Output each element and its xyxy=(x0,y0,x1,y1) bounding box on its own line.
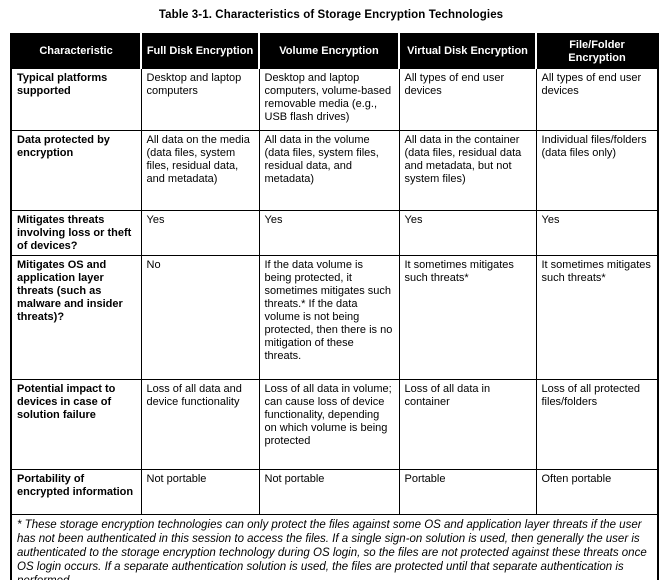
table-cell: Loss of all protected files/folders xyxy=(535,379,659,470)
footnote-row: * These storage encryption technologies … xyxy=(10,514,659,580)
table-cell: Loss of all data in container xyxy=(398,379,537,470)
column-header-characteristic: Characteristic xyxy=(10,33,142,69)
table-cell: Individual files/folders (data files onl… xyxy=(535,130,659,211)
table-cell: Yes xyxy=(140,210,260,256)
table-cell: Yes xyxy=(398,210,537,256)
table-cell: All types of end user devices xyxy=(398,68,537,131)
column-header-file-folder-encryption: File/Folder Encryption xyxy=(535,33,659,69)
table-row-impact-failure: Potential impact to devices in case of s… xyxy=(10,379,659,470)
column-header-full-disk-encryption: Full Disk Encryption xyxy=(140,33,260,69)
row-label-loss-theft: Mitigates threats involving loss or thef… xyxy=(10,210,142,256)
table-cell: Desktop and laptop computers xyxy=(140,68,260,131)
table-row-loss-theft: Mitigates threats involving loss or thef… xyxy=(10,210,659,256)
column-header-volume-encryption: Volume Encryption xyxy=(258,33,400,69)
table-row-portability: Portability of encrypted information Not… xyxy=(10,469,659,515)
table-cell: It sometimes mitigates such threats* xyxy=(535,255,659,380)
column-header-virtual-disk-encryption: Virtual Disk Encryption xyxy=(398,33,537,69)
table-cell: Portable xyxy=(398,469,537,515)
table-cell: Loss of all data and device functionalit… xyxy=(140,379,260,470)
table-cell: Yes xyxy=(535,210,659,256)
table-row-os-threats: Mitigates OS and application layer threa… xyxy=(10,255,659,380)
table-cell: Often portable xyxy=(535,469,659,515)
table-row-data-protected: Data protected by encryption All data on… xyxy=(10,130,659,211)
table-cell: It sometimes mitigates such threats* xyxy=(398,255,537,380)
table-cell: Not portable xyxy=(258,469,400,515)
table-row-platforms: Typical platforms supported Desktop and … xyxy=(10,68,659,131)
table-cell: Yes xyxy=(258,210,400,256)
table-cell: No xyxy=(140,255,260,380)
row-label-data-protected: Data protected by encryption xyxy=(10,130,142,211)
row-label-impact-failure: Potential impact to devices in case of s… xyxy=(10,379,142,470)
table-footnote: * These storage encryption technologies … xyxy=(10,514,659,580)
row-label-platforms: Typical platforms supported xyxy=(10,68,142,131)
table-cell: Loss of all data in volume; can cause lo… xyxy=(258,379,400,470)
table-cell: Desktop and laptop computers, volume-bas… xyxy=(258,68,400,131)
row-label-portability: Portability of encrypted information xyxy=(10,469,142,515)
table-cell: All data on the media (data files, syste… xyxy=(140,130,260,211)
table-title: Table 3-1. Characteristics of Storage En… xyxy=(158,9,504,21)
table-cell: If the data volume is being protected, i… xyxy=(258,255,400,380)
table-cell: All data in the container (data files, r… xyxy=(398,130,537,211)
table-cell: All types of end user devices xyxy=(535,68,659,131)
row-label-os-threats: Mitigates OS and application layer threa… xyxy=(10,255,142,380)
table-cell: Not portable xyxy=(140,469,260,515)
storage-encryption-table: Characteristic Full Disk Encryption Volu… xyxy=(10,33,659,580)
header-row: Characteristic Full Disk Encryption Volu… xyxy=(10,33,659,69)
table-cell: All data in the volume (data files, syst… xyxy=(258,130,400,211)
